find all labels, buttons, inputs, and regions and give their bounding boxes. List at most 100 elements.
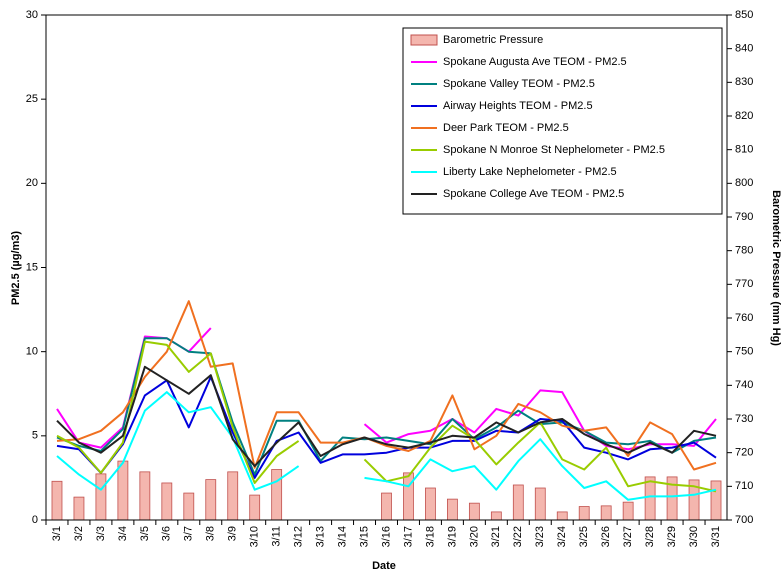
legend-label: Spokane N Monroe St Nephelometer - PM2.5: [443, 144, 665, 156]
y2-tick-label: 710: [735, 480, 753, 492]
y2-tick-label: 700: [735, 514, 753, 526]
y2-tick-label: 750: [735, 346, 753, 358]
bar: [710, 480, 722, 521]
legend-label: Deer Park TEOM - PM2.5: [443, 122, 569, 134]
x-tick-label: 3/31: [710, 526, 722, 547]
x-axis-label: Date: [372, 560, 396, 572]
bar: [249, 494, 261, 521]
bar: [227, 471, 239, 521]
y-tick-label: 20: [26, 177, 38, 189]
x-tick-label: 3/29: [666, 526, 678, 547]
bar: [644, 476, 656, 521]
x-tick-label: 3/30: [688, 526, 700, 547]
x-tick-label: 3/26: [600, 526, 612, 547]
y-tick-label: 15: [26, 261, 38, 273]
y2-tick-label: 850: [735, 9, 753, 21]
y-tick-label: 5: [32, 430, 38, 442]
x-tick-label: 3/3: [95, 526, 107, 541]
bar: [51, 480, 63, 521]
legend-box: [402, 27, 723, 215]
bar: [622, 501, 634, 521]
legend-label: Barometric Pressure: [443, 34, 543, 46]
bar: [425, 487, 436, 521]
x-tick-label: 3/20: [468, 526, 480, 547]
x-tick-label: 3/1: [51, 526, 63, 541]
y2-tick-label: 740: [735, 379, 753, 391]
line: [56, 365, 717, 468]
bar: [512, 484, 524, 521]
x-tick-label: 3/14: [336, 526, 348, 547]
x-tick-label: 3/22: [512, 526, 524, 547]
legend-label: Spokane Augusta Ave TEOM - PM2.5: [443, 56, 627, 68]
y2-tick-label: 780: [735, 245, 753, 257]
legend-swatch: [410, 34, 438, 46]
x-tick-label: 3/25: [578, 526, 590, 547]
bar: [117, 460, 129, 521]
y2-tick-label: 840: [735, 43, 753, 55]
y2-tick-label: 730: [735, 413, 753, 425]
x-tick-label: 3/2: [73, 526, 85, 541]
legend: Barometric Pressure Spokane Augusta Ave T…: [402, 27, 723, 215]
bar: [403, 472, 414, 521]
y2-tick-label: 790: [735, 211, 753, 223]
x-tick-label: 3/17: [402, 526, 414, 547]
line: [56, 375, 717, 479]
bar: [600, 505, 612, 521]
y2-tick-label: 770: [735, 278, 753, 290]
x-tick-label: 3/6: [161, 526, 173, 541]
x-tick-label: 3/5: [139, 526, 151, 541]
y-tick-label: 30: [26, 9, 38, 21]
legend-label: Spokane College Ave TEOM - PM2.5: [443, 188, 624, 200]
bar: [73, 496, 85, 521]
x-tick-label: 3/11: [271, 526, 283, 547]
y2-tick-label: 820: [735, 110, 753, 122]
legend-label: Spokane Valley TEOM - PM2.5: [443, 78, 595, 90]
bar: [95, 473, 107, 521]
bar: [468, 502, 480, 521]
line: [56, 337, 717, 476]
bar: [381, 492, 392, 521]
bar: [578, 506, 590, 521]
x-tick-label: 3/27: [622, 526, 634, 547]
y2-axis-label: Barometric Pressure (mm Hg): [770, 190, 782, 346]
x-tick-label: 3/28: [644, 526, 656, 547]
y-axis-label: PM2.5 (µg/m3): [10, 231, 22, 306]
x-tick-label: 3/13: [315, 526, 327, 547]
x-tick-label: 3/19: [446, 526, 458, 547]
bar: [490, 511, 502, 521]
line: [56, 391, 717, 501]
y2-tick-label: 830: [735, 76, 753, 88]
y-tick-label: 0: [32, 514, 38, 526]
y2-tick-label: 810: [735, 144, 753, 156]
legend-label: Liberty Lake Nephelometer - PM2.5: [443, 166, 617, 178]
x-tick-label: 3/15: [358, 526, 370, 547]
x-tick-label: 3/4: [117, 526, 129, 541]
bar: [447, 498, 458, 521]
x-tick-label: 3/8: [205, 526, 217, 541]
bar: [205, 479, 217, 521]
x-tick-label: 3/9: [227, 526, 239, 541]
line: [56, 300, 717, 471]
x-tick-label: 3/10: [249, 526, 261, 547]
x-tick-label: 3/16: [380, 526, 392, 547]
y2-tick-label: 760: [735, 312, 753, 324]
bar: [139, 471, 151, 521]
legend-label: Airway Heights TEOM - PM2.5: [443, 100, 593, 112]
x-tick-label: 3/23: [534, 526, 546, 547]
x-tick-label: 3/7: [183, 526, 195, 541]
x-tick-label: 3/12: [293, 526, 305, 547]
bar: [161, 482, 173, 521]
y2-tick-label: 800: [735, 177, 753, 189]
x-tick-label: 3/18: [424, 526, 436, 547]
bar: [271, 469, 283, 521]
y-tick-label: 25: [26, 93, 38, 105]
x-tick-label: 3/24: [556, 526, 568, 547]
y-tick-label: 10: [26, 346, 38, 358]
bar: [183, 492, 195, 521]
x-tick-label: 3/21: [490, 526, 502, 547]
y2-tick-label: 720: [735, 447, 753, 459]
bar: [556, 511, 568, 521]
bar: [534, 487, 546, 521]
